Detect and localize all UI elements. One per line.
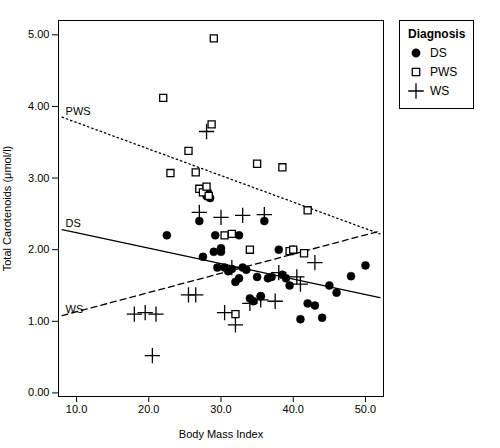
svg-text:50.0: 50.0 — [355, 403, 376, 415]
html-text:Diagnosis: Diagnosis — [408, 27, 466, 41]
svg-text:5.00: 5.00 — [28, 28, 49, 40]
svg-text:30.0: 30.0 — [210, 403, 231, 415]
svg-text:Body Mass Index: Body Mass Index — [179, 428, 264, 440]
svg-text:PWS: PWS — [66, 105, 91, 117]
svg-text:40.0: 40.0 — [283, 403, 304, 415]
svg-text:4.00: 4.00 — [28, 100, 49, 112]
svg-text:3.00: 3.00 — [28, 172, 49, 184]
svg-text:Total Carotenoids (μmol/l): Total Carotenoids (μmol/l) — [1, 146, 13, 272]
svg-text:20.0: 20.0 — [138, 403, 159, 415]
svg-text:1.00: 1.00 — [28, 315, 49, 327]
svg-text:DS: DS — [66, 217, 81, 229]
html-text:WS: WS — [430, 84, 450, 98]
html-text:PWS: PWS — [430, 65, 458, 79]
svg-text:10.0: 10.0 — [66, 403, 87, 415]
svg-text:WS: WS — [66, 303, 84, 315]
svg-text:2.00: 2.00 — [28, 243, 49, 255]
svg-text:0.00: 0.00 — [28, 386, 49, 398]
html-text:DS: DS — [430, 46, 447, 60]
